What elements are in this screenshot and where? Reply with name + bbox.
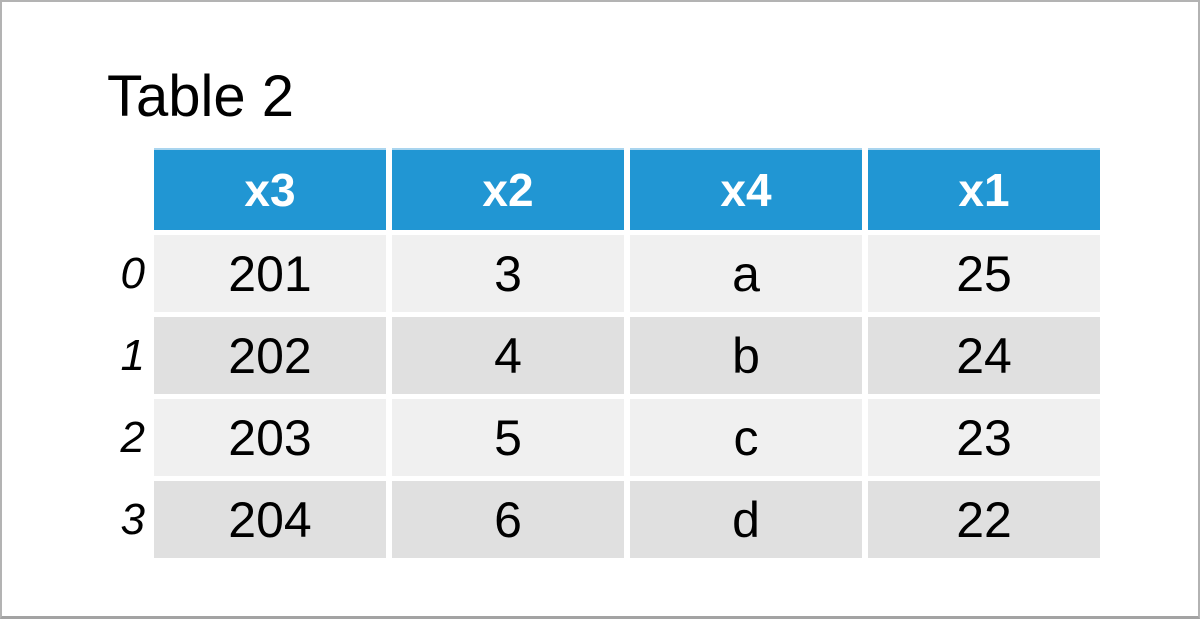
- table-cell: a: [630, 235, 862, 312]
- row-index: 2: [120, 412, 145, 462]
- table-title: Table 2: [107, 64, 295, 129]
- table-cell: c: [630, 399, 862, 476]
- corner-spacer: [101, 148, 148, 230]
- table-cell: 5: [392, 399, 624, 476]
- table-cell: 3: [392, 235, 624, 312]
- column-header-x4: x4: [630, 148, 862, 230]
- row-index: 3: [120, 494, 145, 544]
- table-cell: 4: [392, 317, 624, 394]
- column-header-x1: x1: [868, 148, 1100, 230]
- table-cell: 6: [392, 481, 624, 558]
- table-cell: 24: [868, 317, 1100, 394]
- table-cell: 23: [868, 399, 1100, 476]
- table-cell: 25: [868, 235, 1100, 312]
- column-header-x3: x3: [154, 148, 386, 230]
- table-cell: d: [630, 481, 862, 558]
- table-cell: 201: [154, 235, 386, 312]
- table-cell: 204: [154, 481, 386, 558]
- column-header-x2: x2: [392, 148, 624, 230]
- row-index: 1: [120, 330, 145, 380]
- row-index: 0: [120, 248, 145, 298]
- table-cell: 203: [154, 399, 386, 476]
- table-cell: b: [630, 317, 862, 394]
- data-table: x3 x2 x4 x1 0 201 3 a 25 1 202 4 b 24 2 …: [101, 148, 1100, 558]
- table-cell: 22: [868, 481, 1100, 558]
- table-cell: 202: [154, 317, 386, 394]
